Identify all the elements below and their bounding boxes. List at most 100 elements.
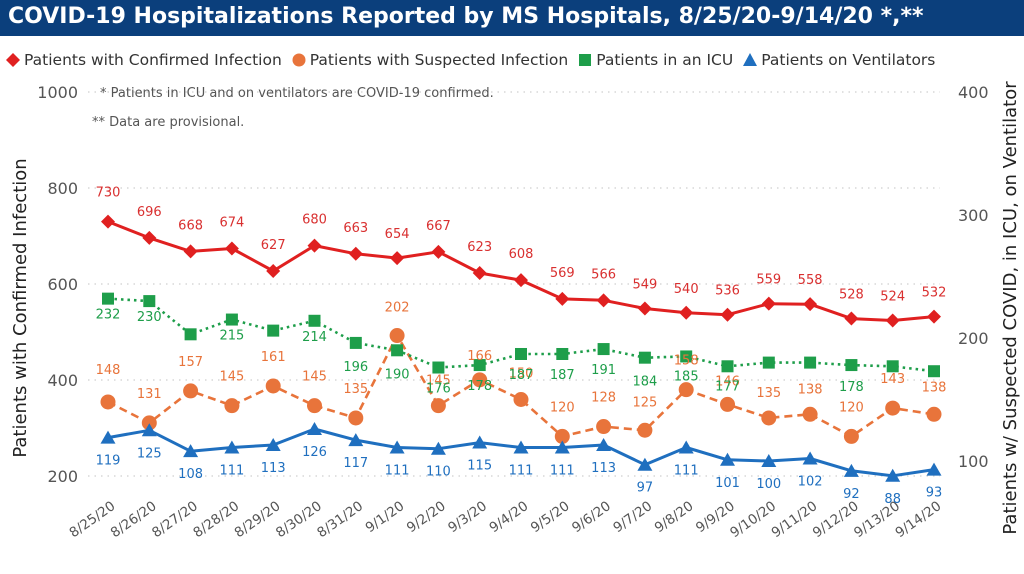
data-label-ventilators: 111 bbox=[385, 463, 410, 478]
data-point-icu bbox=[349, 336, 362, 349]
data-label-ventilators: 111 bbox=[674, 463, 699, 478]
x-tick-label: 9/7/20 bbox=[610, 498, 655, 536]
data-point-ventilators bbox=[678, 440, 694, 454]
data-point-confirmed bbox=[142, 230, 157, 245]
y2-tick-label: 200 bbox=[958, 329, 989, 348]
data-label-ventilators: 117 bbox=[343, 456, 368, 471]
data-label-ventilators: 102 bbox=[798, 475, 823, 490]
data-point-icu bbox=[762, 356, 775, 369]
x-tick-label: 8/26/20 bbox=[108, 498, 160, 541]
data-point-icu bbox=[432, 361, 445, 374]
data-label-suspected: 148 bbox=[96, 363, 121, 378]
x-tick-label: 9/8/20 bbox=[652, 498, 697, 536]
note-icu: * Patients in ICU and on ventilators are… bbox=[100, 86, 494, 101]
data-point-icu bbox=[515, 347, 527, 360]
data-label-suspected: 128 bbox=[591, 391, 616, 406]
data-point-icu bbox=[638, 351, 651, 364]
data-label-ventilators: 93 bbox=[926, 486, 943, 501]
data-label-icu: 187 bbox=[509, 368, 534, 383]
data-label-suspected: 157 bbox=[178, 355, 203, 370]
data-label-ventilators: 115 bbox=[467, 459, 492, 474]
data-point-suspected bbox=[802, 406, 818, 422]
gridlines bbox=[88, 91, 940, 477]
data-point-suspected bbox=[348, 410, 364, 426]
data-point-confirmed bbox=[720, 307, 735, 322]
data-label-ventilators: 101 bbox=[715, 476, 740, 491]
data-label-confirmed: 566 bbox=[591, 267, 616, 282]
data-label-icu: 214 bbox=[302, 330, 327, 345]
data-point-confirmed bbox=[514, 273, 528, 288]
x-tick-label: 8/29/20 bbox=[232, 498, 284, 541]
data-point-confirmed bbox=[761, 296, 776, 311]
data-label-confirmed: 608 bbox=[509, 247, 534, 262]
data-point-confirmed bbox=[224, 241, 239, 256]
x-tick-label: 8/28/20 bbox=[190, 498, 242, 541]
data-label-confirmed: 668 bbox=[178, 218, 203, 233]
data-label-confirmed: 667 bbox=[426, 219, 451, 234]
data-point-confirmed bbox=[266, 264, 281, 279]
data-point-confirmed bbox=[885, 313, 900, 328]
data-point-ventilators bbox=[472, 435, 488, 449]
y-tick-label: 600 bbox=[47, 275, 78, 294]
data-point-suspected bbox=[596, 419, 612, 435]
data-label-confirmed: 549 bbox=[632, 277, 657, 292]
title-bar: COVID-19 Hospitalizations Reported by MS… bbox=[0, 0, 1024, 36]
data-label-suspected: 145 bbox=[426, 374, 451, 389]
data-label-suspected: 135 bbox=[756, 386, 781, 401]
legend-label-icu: Patients in an ICU bbox=[596, 51, 734, 69]
data-point-confirmed bbox=[472, 265, 487, 280]
x-tick-label: 9/1/20 bbox=[363, 498, 408, 536]
x-tick-label: 9/4/20 bbox=[487, 498, 532, 536]
x-tick-label: 9/11/20 bbox=[769, 498, 821, 541]
data-label-icu: 232 bbox=[96, 308, 121, 323]
data-point-confirmed bbox=[844, 311, 859, 326]
data-point-suspected bbox=[472, 372, 488, 388]
data-point-suspected bbox=[389, 328, 405, 344]
data-point-suspected bbox=[554, 428, 570, 444]
data-label-confirmed: 674 bbox=[219, 215, 244, 230]
data-point-ventilators bbox=[720, 452, 735, 466]
data-label-confirmed: 524 bbox=[880, 289, 905, 304]
data-point-confirmed bbox=[637, 301, 652, 316]
data-label-suspected: 131 bbox=[137, 387, 162, 402]
data-point-suspected bbox=[720, 396, 735, 412]
data-point-confirmed bbox=[348, 246, 363, 261]
data-point-ventilators bbox=[843, 463, 859, 477]
y-tick-label: 200 bbox=[47, 467, 78, 486]
data-point-suspected bbox=[265, 378, 281, 394]
data-label-suspected: 161 bbox=[261, 350, 286, 365]
data-point-confirmed bbox=[431, 244, 446, 259]
data-label-ventilators: 126 bbox=[302, 445, 327, 460]
data-point-confirmed bbox=[101, 214, 115, 229]
data-label-ventilators: 88 bbox=[884, 492, 901, 507]
x-tick-label: 9/12/20 bbox=[810, 498, 862, 541]
data-label-suspected: 145 bbox=[302, 370, 327, 385]
data-point-suspected bbox=[183, 383, 199, 399]
data-point-ventilators bbox=[389, 440, 405, 454]
data-label-ventilators: 125 bbox=[137, 446, 162, 461]
data-label-confirmed: 536 bbox=[715, 284, 740, 299]
data-label-ventilators: 97 bbox=[637, 481, 654, 496]
data-label-suspected: 202 bbox=[385, 301, 410, 316]
data-point-icu bbox=[308, 314, 321, 327]
data-label-suspected: 120 bbox=[839, 400, 864, 415]
data-label-confirmed: 680 bbox=[302, 213, 327, 228]
x-tick-label: 9/6/20 bbox=[569, 498, 614, 536]
data-label-confirmed: 623 bbox=[467, 240, 492, 255]
data-point-ventilators bbox=[265, 438, 281, 452]
data-point-suspected bbox=[885, 400, 901, 416]
data-label-icu: 190 bbox=[385, 367, 410, 382]
data-label-confirmed: 532 bbox=[922, 286, 947, 301]
y-tick-label: 1000 bbox=[37, 83, 78, 102]
data-label-confirmed: 569 bbox=[550, 266, 575, 281]
y2-tick-label: 300 bbox=[958, 206, 989, 225]
data-label-ventilators: 113 bbox=[261, 461, 286, 476]
data-point-suspected bbox=[307, 398, 322, 414]
data-label-suspected: 135 bbox=[343, 382, 368, 397]
data-label-ventilators: 108 bbox=[178, 467, 203, 482]
data-label-icu: 178 bbox=[467, 379, 492, 394]
data-label-icu: 177 bbox=[715, 379, 740, 394]
legend-label-confirmed: Patients with Confirmed Infection bbox=[24, 51, 282, 69]
data-point-ventilators bbox=[926, 462, 942, 476]
